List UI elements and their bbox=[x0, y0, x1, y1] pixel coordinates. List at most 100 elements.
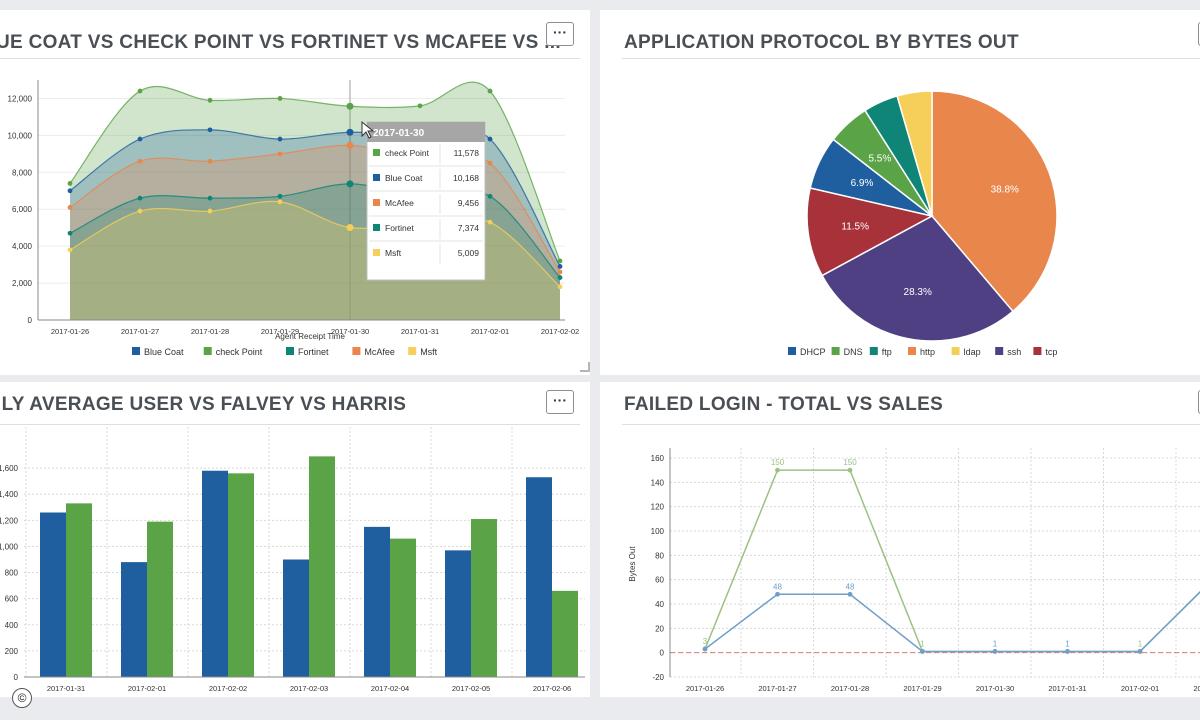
users-bar bbox=[283, 559, 309, 677]
failed-title-divider bbox=[622, 424, 1200, 425]
vendor-more-button[interactable]: ··· bbox=[546, 22, 574, 46]
failed-point-label: 150 bbox=[843, 458, 857, 467]
failed-point-label: 150 bbox=[771, 458, 785, 467]
users-y-tick-label: 400 bbox=[5, 621, 19, 630]
failed-series-line bbox=[704, 469, 1200, 653]
users-bar bbox=[202, 470, 228, 677]
failed-x-tick-label: 2017-02-01 bbox=[1121, 684, 1159, 693]
failed-login-panel: FAILED LOGIN - TOTAL VS SALES -20 0 20 40 60… bbox=[600, 382, 1200, 697]
vendor-y-tick-label: 6,000 bbox=[12, 205, 33, 214]
protocol-panel: APPLICATION PROTOCOL BY BYTES OUT 38.8% 2… bbox=[600, 10, 1200, 375]
failed-point-label: 48 bbox=[773, 582, 782, 591]
users-bar bbox=[471, 519, 497, 677]
vendor-legend-label: check Point bbox=[216, 347, 263, 357]
pie-legend-label: DNS bbox=[844, 347, 863, 357]
tooltip-swatch bbox=[373, 149, 380, 156]
tooltip-value: 11,578 bbox=[454, 148, 480, 158]
failed-y-tick-label: 60 bbox=[655, 576, 664, 585]
vendor-point bbox=[137, 88, 143, 94]
vendor-point bbox=[67, 204, 73, 210]
failed-y-tick-label: 140 bbox=[651, 478, 665, 487]
vendor-point bbox=[137, 208, 143, 214]
pie-legend-label: ldap bbox=[964, 347, 981, 357]
copyright-icon: © bbox=[12, 688, 32, 708]
failed-point-label: 1 bbox=[993, 639, 998, 648]
tooltip-swatch bbox=[373, 199, 380, 206]
failed-y-axis-label: Bytes Out bbox=[628, 546, 637, 582]
vendor-point bbox=[207, 97, 213, 103]
protocol-panel-title: APPLICATION PROTOCOL BY BYTES OUT bbox=[624, 32, 1019, 53]
users-bar bbox=[309, 456, 335, 677]
users-y-tick-label: 600 bbox=[5, 595, 19, 604]
tooltip-swatch bbox=[373, 174, 380, 181]
vendor-point bbox=[346, 102, 354, 110]
pie-slice-http bbox=[931, 90, 1058, 313]
pie-legend-swatch bbox=[869, 347, 878, 355]
pie-slice-ldap bbox=[896, 90, 933, 217]
tooltip-value: 7,374 bbox=[458, 223, 480, 233]
users-x-tick-label: 2017-01-31 bbox=[47, 684, 85, 693]
vendor-point bbox=[346, 180, 354, 188]
failed-point bbox=[1065, 649, 1070, 654]
vendor-point bbox=[487, 136, 493, 142]
users-x-tick-label: 2017-02-03 bbox=[290, 684, 328, 693]
vendor-point bbox=[207, 195, 213, 201]
vendor-legend-label: McAfee bbox=[364, 347, 395, 357]
users-bar bbox=[445, 550, 471, 677]
users-panel-title: ILY AVERAGE USER VS FALVEY VS HARRIS bbox=[0, 394, 407, 415]
pie-legend-swatch bbox=[908, 347, 916, 355]
users-bar bbox=[66, 503, 92, 677]
pie-slice-label: 11.5% bbox=[841, 221, 869, 232]
users-bar bbox=[364, 526, 390, 677]
vendor-y-tick-label: 2,000 bbox=[12, 279, 33, 288]
users-y-tick-label: 0 bbox=[14, 673, 19, 682]
users-y-tick-label: 800 bbox=[5, 569, 19, 578]
vendor-point bbox=[557, 269, 563, 275]
users-bar bbox=[121, 562, 147, 677]
vendor-point bbox=[67, 230, 73, 236]
failed-x-tick-label: 2017-01-26 bbox=[686, 684, 724, 693]
vendor-panel: UE COAT VS CHECK POINT VS FORTINET VS MC… bbox=[0, 10, 590, 375]
failed-point bbox=[847, 591, 853, 597]
vendor-point bbox=[277, 151, 283, 157]
vendor-point bbox=[346, 128, 354, 136]
failed-x-tick-label: 2017-01-27 bbox=[758, 684, 796, 693]
tooltip-value: 5,009 bbox=[458, 248, 480, 258]
vendor-point bbox=[487, 219, 493, 225]
pie-legend-label: ssh bbox=[1007, 347, 1021, 357]
vendor-point bbox=[277, 193, 283, 199]
failed-y-tick-label: 0 bbox=[660, 649, 665, 658]
resize-handle-icon[interactable] bbox=[580, 362, 590, 372]
vendor-title-divider bbox=[0, 58, 580, 59]
tooltip-swatch bbox=[373, 249, 380, 256]
vendor-x-tick-label: 2017-01-28 bbox=[191, 327, 229, 336]
vendor-point bbox=[67, 247, 73, 253]
users-y-tick-label: 200 bbox=[5, 647, 19, 656]
vendor-panel-title: UE COAT VS CHECK POINT VS FORTINET VS MC… bbox=[0, 32, 561, 53]
failed-point bbox=[702, 646, 708, 652]
vendor-point bbox=[67, 188, 73, 194]
failed-series-line bbox=[704, 590, 1200, 653]
vendor-legend-label: Blue Coat bbox=[144, 347, 184, 357]
pie-slice-label: 6.9% bbox=[851, 178, 874, 189]
pie-slice-label: 38.8% bbox=[991, 184, 1019, 195]
vendor-point bbox=[557, 258, 563, 264]
users-bar bbox=[390, 538, 416, 677]
vendor-legend-label: Msft bbox=[420, 347, 437, 357]
vendor-line-check-point bbox=[69, 81, 561, 262]
users-x-tick-label: 2017-02-01 bbox=[128, 684, 166, 693]
failed-point-label: 48 bbox=[846, 582, 855, 591]
pie-legend-swatch bbox=[951, 347, 960, 355]
failed-login-panel-title: FAILED LOGIN - TOTAL VS SALES bbox=[624, 394, 944, 415]
failed-point-label: 1 bbox=[920, 639, 925, 648]
users-more-button[interactable]: ··· bbox=[546, 390, 574, 414]
failed-more-button[interactable] bbox=[1198, 390, 1200, 414]
users-bar bbox=[147, 521, 173, 677]
vendor-point bbox=[137, 136, 143, 142]
protocol-more-button[interactable] bbox=[1198, 22, 1200, 46]
pie-legend-label: http bbox=[920, 347, 935, 357]
users-y-tick-label: 1,600 bbox=[0, 464, 19, 473]
vendor-x-tick-label: 2017-01-30 bbox=[331, 327, 369, 336]
vendor-point bbox=[346, 141, 354, 149]
pie-legend-label: ftp bbox=[882, 347, 892, 357]
